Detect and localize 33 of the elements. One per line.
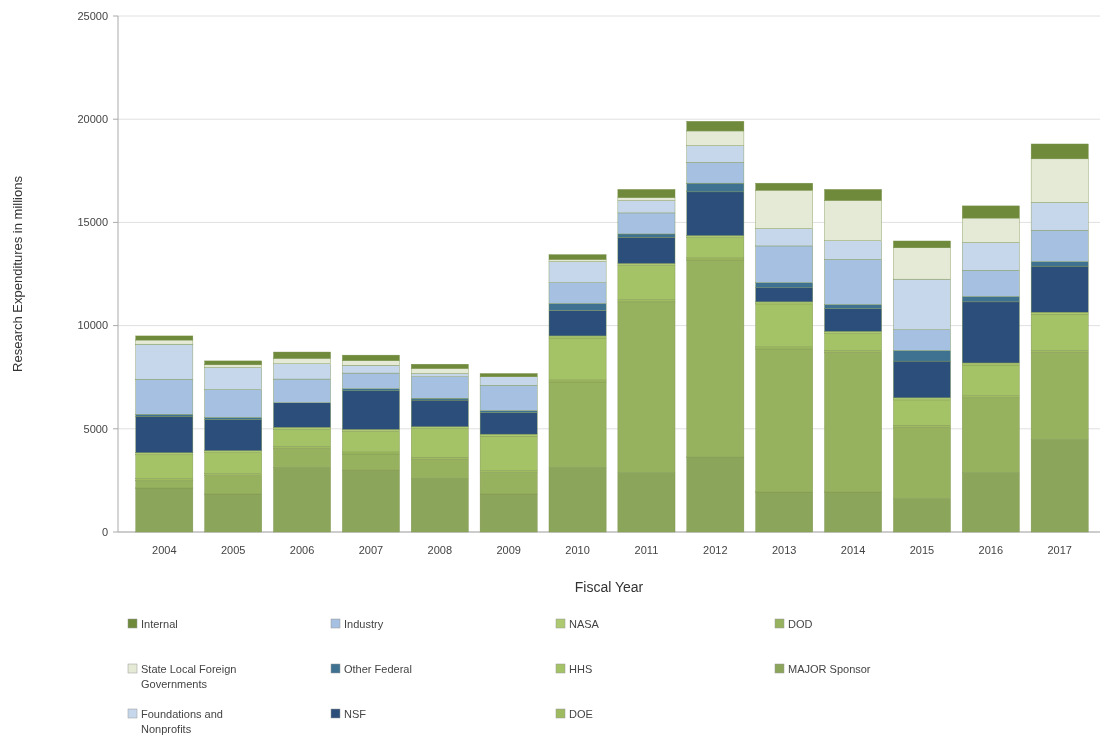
x-tick-label: 2012 bbox=[703, 544, 728, 556]
x-tick-label: 2013 bbox=[771, 544, 797, 556]
legend-label: Internal bbox=[141, 618, 178, 630]
legend-label: Foundations and Nonprofits bbox=[141, 708, 223, 735]
y-tick-label: 15000 bbox=[77, 216, 108, 229]
x-tick-label: 2004 bbox=[152, 544, 177, 556]
legend-label: HHS bbox=[569, 663, 593, 675]
x-tick-label: 2011 bbox=[634, 544, 659, 556]
legend-label: NASA bbox=[569, 618, 600, 630]
x-tick-label: 2007 bbox=[358, 544, 384, 556]
x-tick-label: 2006 bbox=[289, 544, 315, 556]
x-tick-label: 2017 bbox=[1047, 544, 1072, 556]
legend-label: Other Federal bbox=[344, 663, 412, 675]
x-axis-title: Fiscal Year bbox=[574, 579, 644, 595]
x-tick-label: 2014 bbox=[840, 544, 866, 556]
legend-label: State Local Foreign Governments bbox=[141, 663, 237, 690]
legend-label: DOE bbox=[569, 708, 593, 720]
y-tick-label: 10000 bbox=[77, 319, 108, 332]
legend-label: DOD bbox=[788, 618, 813, 630]
y-axis-title: Research Expenditures in millions bbox=[10, 175, 25, 372]
x-tick-label: 2015 bbox=[909, 544, 935, 556]
y-tick-label: 25000 bbox=[77, 9, 108, 22]
y-tick-label: 20000 bbox=[77, 113, 108, 126]
legend-label: NSF bbox=[344, 708, 367, 720]
y-tick-label: 0 bbox=[101, 525, 108, 538]
x-tick-label: 2009 bbox=[496, 544, 521, 556]
x-tick-label: 2005 bbox=[220, 544, 246, 556]
legend-label: MAJOR Sponsor bbox=[788, 663, 871, 675]
y-tick-label: 5000 bbox=[83, 422, 108, 435]
x-tick-label: 2008 bbox=[427, 544, 453, 556]
legend-label: Industry bbox=[344, 618, 384, 630]
x-tick-label: 2010 bbox=[565, 544, 590, 556]
x-tick-label: 2016 bbox=[978, 544, 1004, 556]
